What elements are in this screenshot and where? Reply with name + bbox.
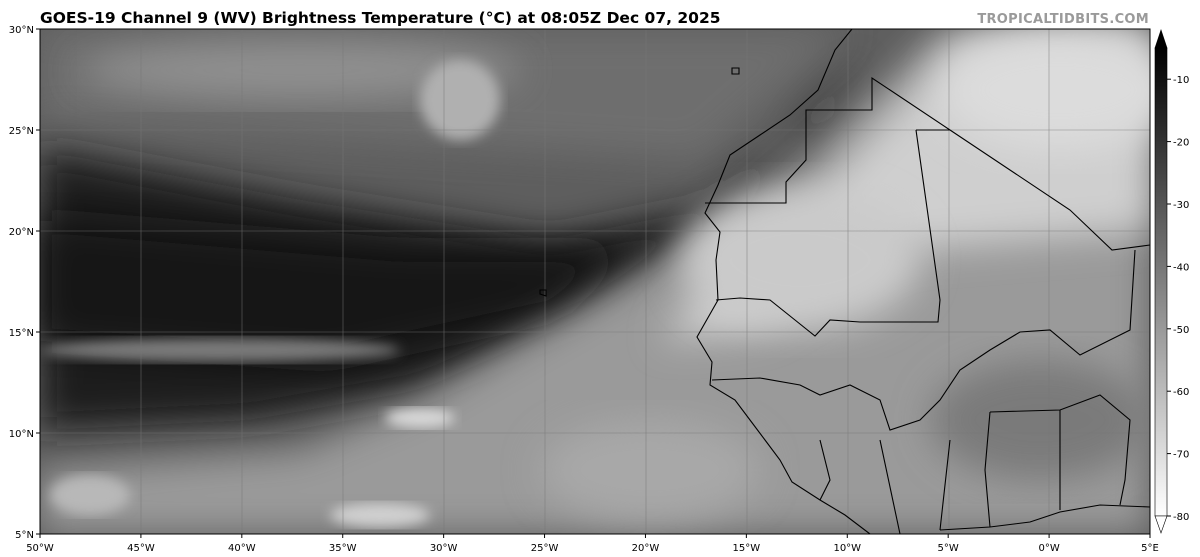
colorbar-ticks: -10 -20 -30 -40 -50 -60 -70 -80 [1167, 75, 1189, 523]
colorbar-tick-label: -20 [1173, 138, 1189, 149]
map-frame [39, 28, 1151, 535]
brand-watermark: TROPICALTIDBITS.COM [977, 12, 1149, 27]
lon-tick-label: 35°W [329, 543, 357, 554]
lon-tick-label: 5°E [1141, 543, 1159, 554]
lat-tick-label: 15°N [9, 328, 34, 339]
colorbar-tick-label: -70 [1173, 450, 1189, 461]
lat-tick-label: 10°N [9, 429, 34, 440]
lon-tick-label: 25°W [531, 543, 559, 554]
country-borders [715, 129, 941, 337]
colorbar-extend-max [1154, 29, 1168, 49]
lon-tick-label: 10°W [833, 543, 861, 554]
lon-tick-label: 50°W [26, 543, 54, 554]
lon-tick-label: 40°W [228, 543, 256, 554]
colorbar-tick-label: -40 [1173, 262, 1189, 273]
lat-tick-label: 20°N [9, 227, 34, 238]
country-borders [819, 410, 1061, 534]
lon-tick-label: 45°W [127, 543, 155, 554]
africa-coastline [696, 29, 871, 534]
axis-ticks: 50°W 45°W 40°W 35°W 30°W 25°W 20°W 15°W 10°W 5°W 0… [9, 25, 1159, 554]
cape-verde-islands [539, 289, 547, 297]
colorbar-tick-label: -80 [1173, 512, 1189, 523]
lat-tick-label: 25°N [9, 126, 34, 137]
water-vapor-imagery [40, 29, 1150, 534]
country-borders [711, 249, 1136, 431]
lon-tick-label: 30°W [430, 543, 458, 554]
lat-tick-label: 30°N [9, 25, 34, 36]
map-title: GOES-19 Channel 9 (WV) Brightness Temper… [40, 9, 721, 27]
lon-tick-label: 5°W [938, 543, 959, 554]
gulf-coast [939, 504, 1150, 531]
lon-tick-label: 20°W [632, 543, 660, 554]
colorbar-tick-label: -60 [1173, 387, 1189, 398]
colorbar-tick-label: -50 [1173, 325, 1189, 336]
graticule [40, 29, 1150, 534]
country-borders [989, 394, 1131, 506]
colorbar [1154, 29, 1168, 534]
colorbar-tick-label: -10 [1173, 75, 1189, 86]
colorbar-tick-label: -30 [1173, 200, 1189, 211]
lon-tick-label: 15°W [733, 543, 761, 554]
canary-islands [731, 67, 740, 75]
country-borders [705, 76, 1150, 251]
lat-tick-label: 5°N [15, 530, 34, 541]
lon-tick-label: 0°W [1038, 543, 1059, 554]
colorbar-extend-min [1154, 515, 1168, 534]
